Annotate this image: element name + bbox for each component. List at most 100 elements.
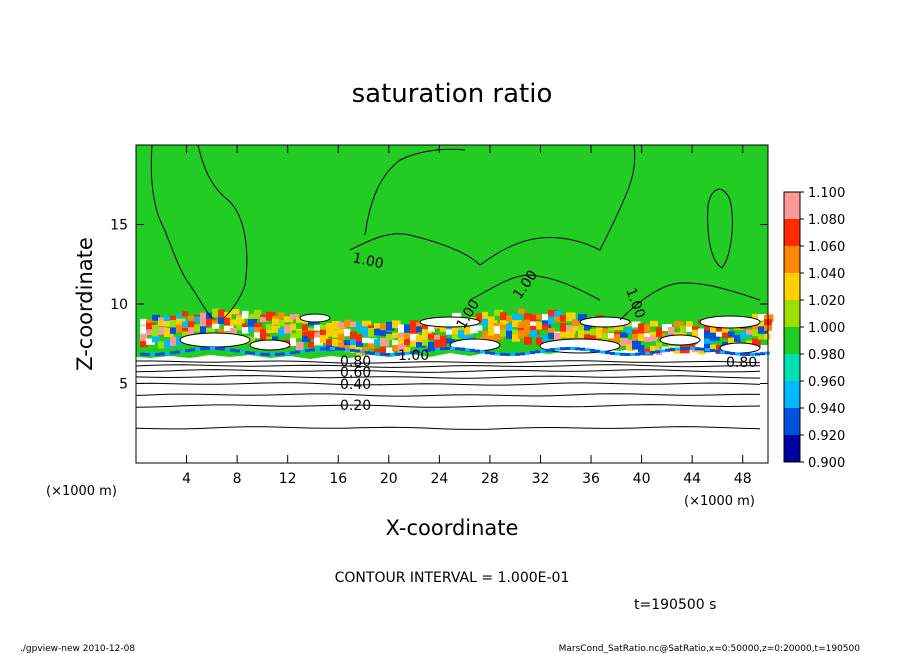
dry-band-cell (350, 348, 355, 352)
dry-band-cell (300, 349, 305, 353)
dry-band-cell (395, 352, 400, 356)
cloud-cell (308, 330, 317, 340)
cloud-cell (428, 342, 435, 350)
dry-band-cell (200, 347, 205, 351)
cloud-cell (740, 331, 750, 339)
cloud-cell (674, 347, 681, 354)
contour-line (707, 188, 733, 269)
cloud-cell (152, 314, 160, 321)
cloud-cell (644, 324, 651, 333)
cloud-cell (218, 317, 227, 325)
cloud-cell (548, 309, 558, 317)
cloud-cell (158, 327, 167, 335)
cloud-cell (332, 321, 341, 330)
cloud-cell (326, 327, 334, 337)
cloud-cell (362, 327, 372, 337)
cloud-cell (248, 326, 256, 332)
dry-band-cell (575, 347, 580, 351)
cloud-cell (506, 323, 515, 331)
cloud-cell (398, 324, 405, 333)
x-tick-label: 8 (233, 471, 242, 487)
cloud-cell (182, 331, 189, 338)
cloud-cell (626, 326, 633, 334)
dry-band-cell (630, 353, 635, 356)
dry-band-cell (655, 350, 660, 354)
cloud-cell (326, 323, 336, 330)
cloud-cell (752, 323, 761, 332)
dry-band-cell (450, 347, 455, 350)
contour-line (479, 237, 601, 266)
dry-band-cell (555, 347, 560, 351)
cloud-cell (320, 335, 329, 344)
cloud-cell (602, 328, 610, 336)
dry-band-cell (735, 352, 740, 356)
dry-band-cell (210, 347, 215, 350)
contour-line (135, 404, 761, 408)
cloud-cell (422, 339, 429, 346)
dry-band-cell (195, 347, 200, 351)
dry-band-cell (680, 347, 685, 351)
cloud-cell (308, 327, 318, 334)
cloud-cell (350, 321, 357, 327)
cloud-cell (488, 335, 498, 345)
cloud-cell (164, 340, 173, 348)
dry-band-cell (270, 353, 275, 356)
dry-band-cell (190, 348, 195, 352)
x-tick-label: 48 (734, 471, 752, 487)
cloud-cell (212, 323, 220, 329)
cloud-cell (356, 334, 363, 343)
dry-band-cell (585, 348, 590, 352)
cloud-cell (686, 321, 693, 329)
cloud-cell (392, 332, 401, 339)
cloud-cell (470, 325, 479, 334)
dry-band-cell (485, 351, 490, 355)
dry-band-cell (625, 353, 630, 356)
cloud-cell (644, 336, 652, 342)
dry-band-cell (695, 347, 700, 351)
dry-band-cell (580, 347, 585, 351)
x-tick-label: 24 (430, 471, 448, 487)
cloud-cell (686, 326, 695, 332)
cloud-cell (752, 313, 759, 320)
dry-band-cell (520, 352, 525, 356)
colorbar-band (784, 327, 800, 354)
cloud-cell (494, 309, 504, 316)
cloud-cell (242, 323, 250, 330)
dry-band-cell (145, 352, 150, 356)
cloud-cell (704, 343, 711, 353)
cloud-cell (404, 338, 412, 345)
dry-band-cell (175, 350, 180, 354)
dry-band-cell (645, 351, 650, 355)
dry-band-cell (415, 350, 420, 354)
cloud-cell (326, 339, 334, 346)
contour-line (599, 144, 636, 251)
cloud-cell (542, 314, 552, 322)
dry-band-cell (760, 352, 765, 356)
x-tick-label: 32 (532, 471, 550, 487)
x-tick-label: 40 (633, 471, 651, 487)
dry-band-cell (155, 352, 160, 356)
dry-band-cell (530, 351, 535, 355)
contour-line (349, 233, 481, 266)
cloud-cell (248, 313, 255, 320)
cloud-cell (278, 328, 286, 336)
cloud-cell (374, 348, 384, 354)
cloud-cell (182, 311, 189, 317)
contour-line (135, 364, 760, 368)
cloud-lens (299, 313, 331, 323)
cloud-cell (452, 327, 459, 335)
cloud-cell (176, 336, 183, 346)
x-tick-label: 28 (481, 471, 499, 487)
cloud-cell (182, 327, 190, 335)
dry-band-cell (165, 352, 170, 355)
cloud-cell (572, 320, 582, 326)
cloud-lens (419, 316, 481, 328)
cloud-cell (542, 324, 550, 330)
cloud-cell (176, 324, 185, 333)
cloud-cell (362, 337, 371, 344)
cloud-cell (344, 319, 351, 328)
contour-line (135, 360, 761, 364)
cloud-cell (446, 329, 456, 335)
cloud-cell (212, 308, 220, 318)
